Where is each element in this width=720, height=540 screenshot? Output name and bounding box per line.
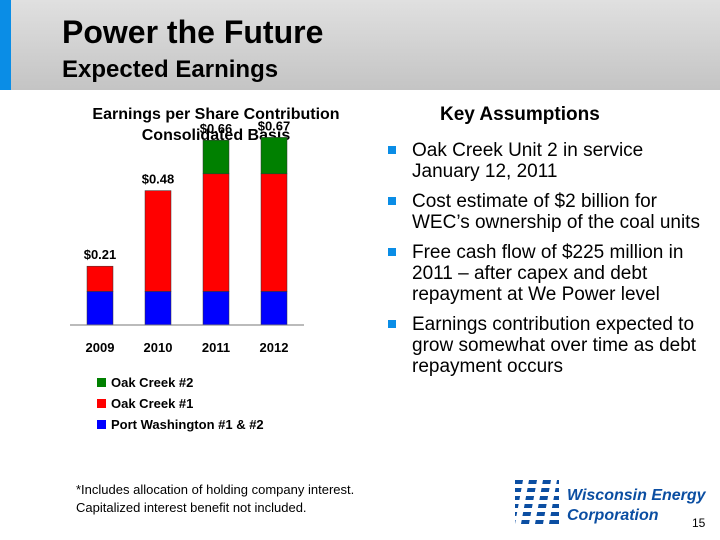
x-tick-label-2011: 2011 bbox=[202, 340, 230, 355]
assumptions-title: Key Assumptions bbox=[440, 104, 600, 125]
x-tick-label-2010: 2010 bbox=[144, 340, 173, 355]
legend-swatch bbox=[97, 399, 106, 408]
bullet-square-icon bbox=[388, 320, 396, 328]
logo-mark-icon bbox=[515, 480, 559, 524]
footnote: *Includes allocation of holding company … bbox=[76, 481, 354, 517]
bar-2009-series-1 bbox=[86, 265, 114, 292]
legend-label: Oak Creek #1 bbox=[111, 396, 193, 411]
x-tick-label-2009: 2009 bbox=[86, 340, 115, 355]
bullet-square-icon bbox=[388, 146, 396, 154]
bar-2011-series-0 bbox=[202, 291, 230, 326]
legend-swatch bbox=[97, 378, 106, 387]
legend-label: Port Washington #1 & #2 bbox=[111, 417, 264, 432]
total-label-2011: $0.66 bbox=[200, 121, 233, 136]
assumption-text: Free cash flow of $225 million in 2011 –… bbox=[412, 242, 684, 305]
page-number: 15 bbox=[692, 516, 706, 530]
bar-2012-series-1 bbox=[260, 173, 288, 292]
logo-line-1: Wisconsin Energy bbox=[567, 487, 707, 504]
assumption-item: Free cash flow of $225 million in 2011 –… bbox=[386, 242, 711, 305]
bar-2010-series-1 bbox=[144, 190, 172, 292]
bar-2011-series-2 bbox=[202, 139, 230, 175]
legend-label: Oak Creek #2 bbox=[111, 375, 193, 390]
assumption-item: Cost estimate of $2 billion for WEC’s ow… bbox=[386, 191, 711, 233]
footnote-line-2: Capitalized interest benefit not include… bbox=[76, 500, 307, 515]
page-subtitle: Expected Earnings bbox=[62, 56, 279, 83]
assumptions-list: Oak Creek Unit 2 in service January 12, … bbox=[386, 140, 711, 386]
bar-2011-series-1 bbox=[202, 173, 230, 292]
assumption-item: Oak Creek Unit 2 in service January 12, … bbox=[386, 140, 711, 182]
bar-2010-series-0 bbox=[144, 291, 172, 326]
bar-2009-series-0 bbox=[86, 291, 114, 326]
total-label-2012: $0.67 bbox=[258, 118, 291, 133]
logo-line-2: Corporation bbox=[567, 507, 659, 524]
chart-title: Earnings per Share Contribution Consolid… bbox=[60, 104, 372, 146]
total-label-2009: $0.21 bbox=[84, 247, 117, 262]
bar-2012-series-2 bbox=[260, 137, 288, 175]
assumption-text: Oak Creek Unit 2 in service January 12, … bbox=[412, 140, 644, 182]
x-tick-label-2012: 2012 bbox=[260, 340, 289, 355]
bar-2012-series-0 bbox=[260, 291, 288, 326]
assumption-text: Earnings contribution expected to grow s… bbox=[412, 314, 697, 377]
header-accent-bar bbox=[0, 0, 11, 90]
chart-title-line-2: Consolidated Basis bbox=[141, 127, 291, 144]
bullet-square-icon bbox=[388, 248, 396, 256]
wisconsin-energy-logo: Wisconsin Energy Corporation bbox=[515, 480, 707, 524]
legend-swatch bbox=[97, 420, 106, 429]
total-label-2010: $0.48 bbox=[142, 172, 175, 187]
header-band bbox=[0, 0, 720, 90]
page-title: Power the Future bbox=[62, 14, 324, 50]
assumption-item: Earnings contribution expected to grow s… bbox=[386, 314, 711, 377]
assumption-text: Cost estimate of $2 billion for WEC’s ow… bbox=[412, 191, 700, 233]
bullet-square-icon bbox=[388, 197, 396, 205]
chart-title-line-1: Earnings per Share Contribution bbox=[92, 106, 340, 123]
footnote-line-1: *Includes allocation of holding company … bbox=[76, 482, 355, 497]
